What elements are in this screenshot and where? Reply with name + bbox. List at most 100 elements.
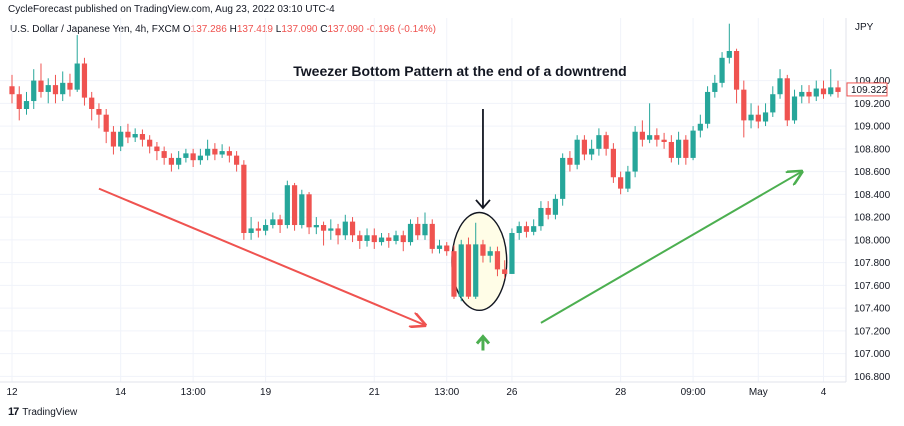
candle <box>154 141 160 161</box>
candle-body <box>147 139 153 147</box>
candle <box>291 182 298 231</box>
pointer-down-head <box>475 199 491 210</box>
symbol-label[interactable]: U.S. Dollar / Japanese Yen, 4h, FXCM <box>10 24 181 35</box>
candle-body <box>415 223 421 236</box>
candle-body <box>183 153 189 158</box>
candle-body <box>378 237 385 243</box>
candle <box>784 74 790 127</box>
low-label: L <box>275 24 282 35</box>
price-tick-label: 108.000 <box>854 235 891 246</box>
candle-body <box>241 164 247 233</box>
candle <box>632 126 638 178</box>
candle-body <box>639 131 645 140</box>
candle <box>81 57 88 106</box>
candle-body <box>393 235 399 241</box>
candle-body <box>733 50 740 90</box>
candle <box>480 239 486 263</box>
candle-body <box>262 225 269 231</box>
price-tick-label: 108.200 <box>854 213 891 224</box>
candle <box>465 237 472 299</box>
candle <box>262 219 269 236</box>
open-label: O <box>182 24 191 35</box>
candle-body <box>770 94 776 113</box>
candle-body <box>748 114 754 121</box>
candle <box>538 201 544 231</box>
candle <box>741 80 747 138</box>
candle <box>415 217 421 240</box>
candle <box>176 151 182 170</box>
high-label: H <box>229 24 237 35</box>
currency-label: JPY <box>855 22 874 33</box>
price-tick-label: 107.200 <box>854 326 891 337</box>
candle-body <box>23 101 30 109</box>
candle <box>552 194 559 220</box>
candle <box>625 165 631 193</box>
candle <box>603 131 609 156</box>
candle-body <box>205 148 211 156</box>
candle-body <box>494 251 501 270</box>
candle-body <box>277 219 283 226</box>
candle-body <box>610 148 616 178</box>
candle <box>407 219 414 246</box>
candle <box>328 219 334 240</box>
candle-body <box>741 89 747 121</box>
candle <box>777 69 783 99</box>
annotations <box>98 109 802 351</box>
candle-body <box>523 226 530 232</box>
price-axis[interactable]: 109.400 109.200 109.000 108.800 108.600 108.4… <box>854 76 891 383</box>
candle <box>436 239 443 254</box>
candle-body <box>632 131 638 172</box>
candle <box>574 135 580 170</box>
time-axis[interactable]: 12 14 13:00 19 21 13:00 26 28 09:00 May 4 <box>6 387 826 398</box>
candle <box>306 192 312 235</box>
candle <box>241 160 247 240</box>
downtrend-arrow <box>98 187 425 326</box>
candle-body <box>567 157 573 165</box>
candle-body <box>531 226 537 232</box>
candle-body <box>502 269 508 274</box>
candle-body <box>226 151 232 156</box>
candle <box>183 148 189 163</box>
candle <box>661 132 667 149</box>
footer: 17 TradingView <box>8 406 77 418</box>
candle <box>675 131 682 165</box>
candle <box>806 85 812 104</box>
candle-body <box>589 148 595 155</box>
candle <box>647 103 653 144</box>
candle-body <box>110 131 117 147</box>
candle <box>378 232 385 246</box>
candle-body <box>668 141 674 158</box>
open-value: 137.286 <box>190 24 227 35</box>
price-tick-label: 108.400 <box>854 190 891 201</box>
candle-body <box>357 235 363 241</box>
candle <box>502 260 508 279</box>
uptrend-arrow <box>540 172 802 324</box>
candle <box>748 103 754 129</box>
candle <box>364 228 370 247</box>
candle-body <box>712 82 718 92</box>
candle <box>23 91 30 115</box>
candle <box>190 148 196 168</box>
candle <box>799 85 805 104</box>
candle-body <box>480 244 486 256</box>
candle <box>132 128 138 142</box>
tradingview-logo-icon: 17 <box>8 406 19 418</box>
candle-body <box>335 228 341 236</box>
candle-body <box>16 94 22 109</box>
candle <box>820 80 827 99</box>
candle-body <box>118 131 124 147</box>
candle <box>139 129 146 147</box>
candle <box>494 246 501 277</box>
price-tick-label: 108.600 <box>854 167 891 178</box>
candle-body <box>777 78 783 95</box>
price-tick-label: 109.200 <box>854 99 891 110</box>
candle-body <box>190 153 196 161</box>
candle <box>639 120 645 147</box>
candle-body <box>342 221 348 236</box>
candle-body <box>465 244 472 297</box>
candle-body <box>38 80 44 92</box>
candle-body <box>697 123 703 131</box>
high-value: 137.419 <box>236 24 273 35</box>
candle <box>668 135 674 163</box>
